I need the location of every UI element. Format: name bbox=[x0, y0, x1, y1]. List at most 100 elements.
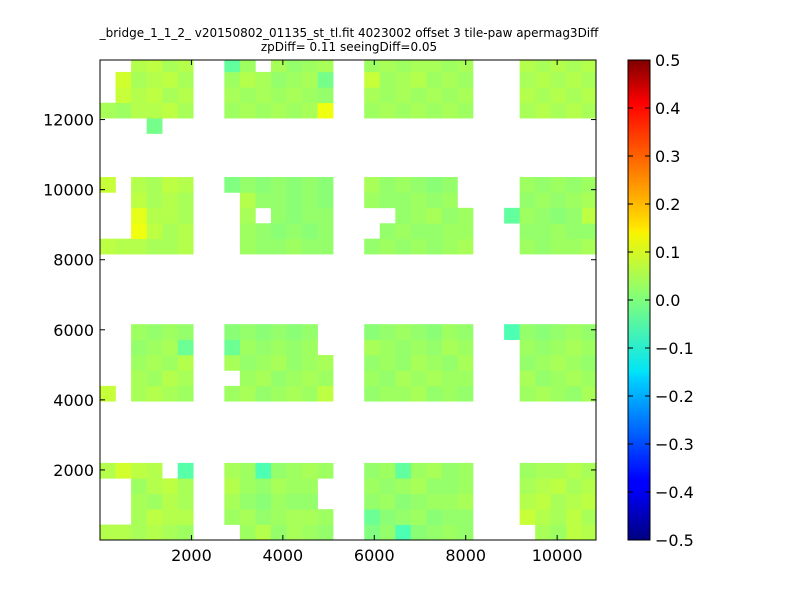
heatmap-cell bbox=[131, 192, 147, 209]
heatmap-cell bbox=[410, 324, 427, 340]
heatmap-cell bbox=[146, 324, 163, 340]
heatmap-cell bbox=[131, 524, 147, 541]
heatmap-cell bbox=[302, 462, 318, 479]
heatmap-cell bbox=[441, 177, 458, 193]
heatmap-cell bbox=[302, 223, 318, 239]
heatmap-cell bbox=[255, 238, 272, 255]
heatmap-cell bbox=[317, 462, 334, 479]
heatmap-cell bbox=[519, 370, 536, 387]
heatmap-cell bbox=[162, 60, 179, 73]
colorbar-tick-label: 0.5 bbox=[655, 51, 680, 70]
heatmap-cell bbox=[379, 355, 396, 371]
heatmap-cell bbox=[395, 102, 412, 119]
heatmap-cell bbox=[519, 192, 536, 209]
colorbar-tick-label: 0.4 bbox=[655, 99, 680, 118]
heatmap-cell bbox=[239, 71, 256, 88]
heatmap-cell bbox=[566, 60, 583, 73]
heatmap-cell bbox=[270, 339, 287, 356]
heatmap-cell bbox=[581, 207, 597, 224]
heatmap-cell bbox=[441, 71, 458, 88]
heatmap-cell bbox=[224, 478, 241, 495]
heatmap-cell bbox=[581, 71, 597, 88]
heatmap-cell bbox=[395, 493, 412, 510]
heatmap-cell bbox=[441, 87, 458, 104]
heatmap-cell bbox=[224, 493, 241, 510]
heatmap-cell bbox=[395, 223, 412, 239]
heatmap-cell bbox=[177, 509, 194, 525]
heatmap-cell bbox=[162, 102, 179, 119]
heatmap-cell bbox=[519, 71, 536, 88]
heatmap-cell bbox=[270, 60, 287, 73]
heatmap-cell bbox=[426, 207, 443, 224]
heatmap-cell bbox=[224, 462, 241, 479]
heatmap-cell bbox=[270, 177, 287, 193]
heatmap-cell bbox=[146, 370, 163, 387]
heatmap-cell bbox=[535, 223, 552, 239]
heatmap-cell bbox=[146, 385, 163, 402]
heatmap-cell bbox=[302, 324, 318, 340]
heatmap-cell bbox=[410, 207, 427, 224]
heatmap-cell bbox=[286, 177, 303, 193]
heatmap-cell bbox=[550, 478, 567, 495]
heatmap-cell bbox=[457, 370, 474, 387]
heatmap-cell bbox=[317, 524, 334, 541]
heatmap-cell bbox=[115, 87, 132, 104]
heatmap-cell bbox=[379, 385, 396, 402]
heatmap-cell bbox=[177, 339, 194, 356]
heatmap-cell bbox=[581, 509, 597, 525]
heatmap-cell bbox=[395, 177, 412, 193]
heatmap-cell bbox=[550, 177, 567, 193]
heatmap-cell bbox=[395, 60, 412, 73]
heatmap-cell bbox=[550, 238, 567, 255]
heatmap-cell bbox=[131, 207, 147, 224]
heatmap-cell bbox=[255, 339, 272, 356]
heatmap-cell bbox=[379, 478, 396, 495]
heatmap-cell bbox=[239, 223, 256, 239]
heatmap-cell bbox=[550, 385, 567, 402]
colorbar-tick-label: −0.4 bbox=[655, 483, 694, 502]
heatmap-cell bbox=[535, 207, 552, 224]
heatmap-cell bbox=[131, 102, 147, 119]
heatmap-cell bbox=[146, 223, 163, 239]
heatmap-cell bbox=[146, 192, 163, 209]
heatmap-cell bbox=[581, 238, 597, 255]
heatmap-cell bbox=[519, 385, 536, 402]
x-axis-ticks: 2000 4000 6000 8000 10000 bbox=[171, 60, 583, 565]
heatmap-cell bbox=[535, 493, 552, 510]
heatmap-cell bbox=[441, 339, 458, 356]
colorbar-tick-label: 0.1 bbox=[655, 243, 680, 262]
heatmap-cell bbox=[302, 87, 318, 104]
heatmap-cell bbox=[535, 71, 552, 88]
heatmap-cell bbox=[239, 524, 256, 541]
heatmap-cell bbox=[255, 385, 272, 402]
heatmap-cell bbox=[255, 102, 272, 119]
heatmap-cell bbox=[177, 207, 194, 224]
heatmap-cell bbox=[270, 102, 287, 119]
heatmap-cell bbox=[441, 370, 458, 387]
heatmap-cell bbox=[255, 177, 272, 193]
heatmap-cell bbox=[426, 493, 443, 510]
heatmap-cell bbox=[410, 370, 427, 387]
heatmap-cell bbox=[395, 524, 412, 541]
heatmap-cell bbox=[239, 102, 256, 119]
heatmap-cell bbox=[162, 177, 179, 193]
heatmap-cell bbox=[224, 355, 241, 371]
heatmap-cell bbox=[162, 207, 179, 224]
heatmap-cell bbox=[302, 238, 318, 255]
heatmap-cell bbox=[364, 60, 381, 73]
heatmap-cell bbox=[115, 71, 132, 88]
heatmap-cell bbox=[270, 71, 287, 88]
heatmap-cell bbox=[146, 60, 163, 73]
heatmap-cell bbox=[224, 102, 241, 119]
heatmap-cell bbox=[410, 385, 427, 402]
heatmap-cell bbox=[224, 60, 241, 73]
heatmap-cell bbox=[302, 339, 318, 356]
heatmap-cell bbox=[410, 509, 427, 525]
heatmap-cell bbox=[239, 207, 256, 224]
heatmap-cell bbox=[224, 509, 241, 525]
heatmap-cell bbox=[100, 177, 116, 193]
heatmap-cell bbox=[379, 462, 396, 479]
heatmap-cell bbox=[162, 370, 179, 387]
heatmap-cell bbox=[410, 355, 427, 371]
heatmap-cell bbox=[395, 87, 412, 104]
